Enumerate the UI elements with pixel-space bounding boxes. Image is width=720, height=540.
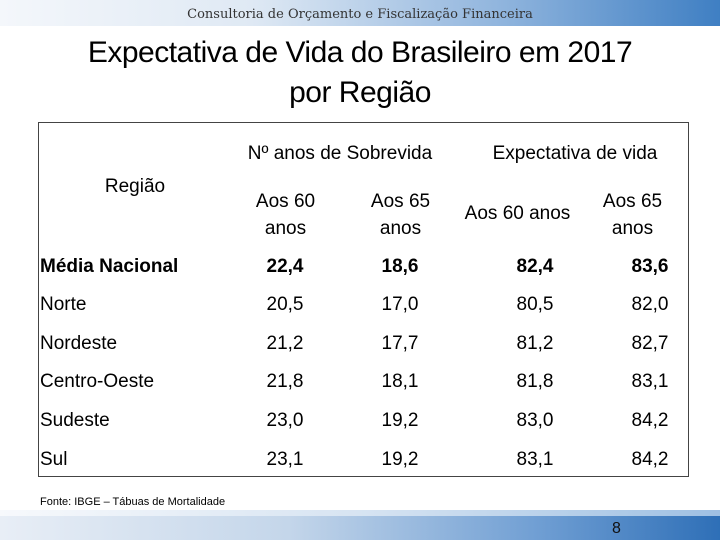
table-cell: 19,2 [381, 410, 419, 431]
row-region-sul: Sul [40, 449, 68, 470]
table-cell: 82,4 [516, 256, 554, 277]
table-cell: 84,2 [631, 449, 669, 470]
row-region-norte: Norte [40, 294, 87, 315]
page-number: 8 [612, 520, 621, 537]
table-cell: 21,2 [266, 333, 304, 354]
life-expectancy-table [38, 122, 689, 477]
sub-header-line: Aos 65 [602, 191, 663, 212]
table-cell: 80,5 [516, 294, 554, 315]
table-cell: 83,1 [516, 449, 554, 470]
sub-header-survival-60: Aos 60 anos [228, 188, 343, 242]
row-region-centro-oeste: Centro-Oeste [40, 371, 155, 392]
table-cell: 81,8 [516, 371, 554, 392]
row-region-nordeste: Nordeste [40, 333, 118, 354]
sub-header-line: Aos 60 [255, 191, 316, 212]
title-line-1: Expectativa de Vida do Brasileiro em 201… [87, 36, 633, 69]
table-cell: 84,2 [631, 410, 669, 431]
sub-header-life-60: Aos 60 anos [464, 203, 571, 224]
table-cell: 82,7 [631, 333, 669, 354]
table-cell: 19,2 [381, 449, 419, 470]
page-title: Expectativa de Vida do Brasileiro em 201… [40, 33, 680, 113]
table-cell: 81,2 [516, 333, 554, 354]
sub-header-line: anos [264, 218, 307, 239]
table-cell: 83,6 [631, 256, 669, 277]
table-cell: 23,0 [266, 410, 304, 431]
table-cell: 18,1 [381, 371, 419, 392]
table-cell: 23,1 [266, 449, 304, 470]
source-note: Fonte: IBGE – Tábuas de Mortalidade [40, 496, 226, 508]
table-cell: 83,0 [516, 410, 554, 431]
group-header-life-expectancy: Expectativa de vida [492, 143, 658, 164]
table-cell: 18,6 [381, 256, 419, 277]
region-header: Região [104, 176, 166, 197]
row-region-sudeste: Sudeste [40, 410, 110, 431]
table-cell: 21,8 [266, 371, 304, 392]
title-line-2: por Região [289, 76, 431, 109]
sub-header-line: Aos 65 [370, 191, 431, 212]
header-text: Consultoria de Orçamento e Fiscalização … [187, 7, 533, 22]
sub-header-life-65: Aos 65 anos [580, 188, 685, 242]
table-cell: 22,4 [266, 256, 304, 277]
sub-header-line: anos [611, 218, 654, 239]
table-cell: 83,1 [631, 371, 669, 392]
sub-header-survival-65: Aos 65 anos [343, 188, 458, 242]
header-bar [0, 0, 720, 26]
table-cell: 17,7 [381, 333, 419, 354]
table-cell: 20,5 [266, 294, 304, 315]
sub-header-line: anos [379, 218, 422, 239]
table-cell: 82,0 [631, 294, 669, 315]
table-cell: 17,0 [381, 294, 419, 315]
row-region-media-nacional: Média Nacional [40, 256, 179, 277]
footer-band [0, 510, 720, 540]
group-header-survival: Nº anos de Sobrevida [247, 143, 433, 164]
